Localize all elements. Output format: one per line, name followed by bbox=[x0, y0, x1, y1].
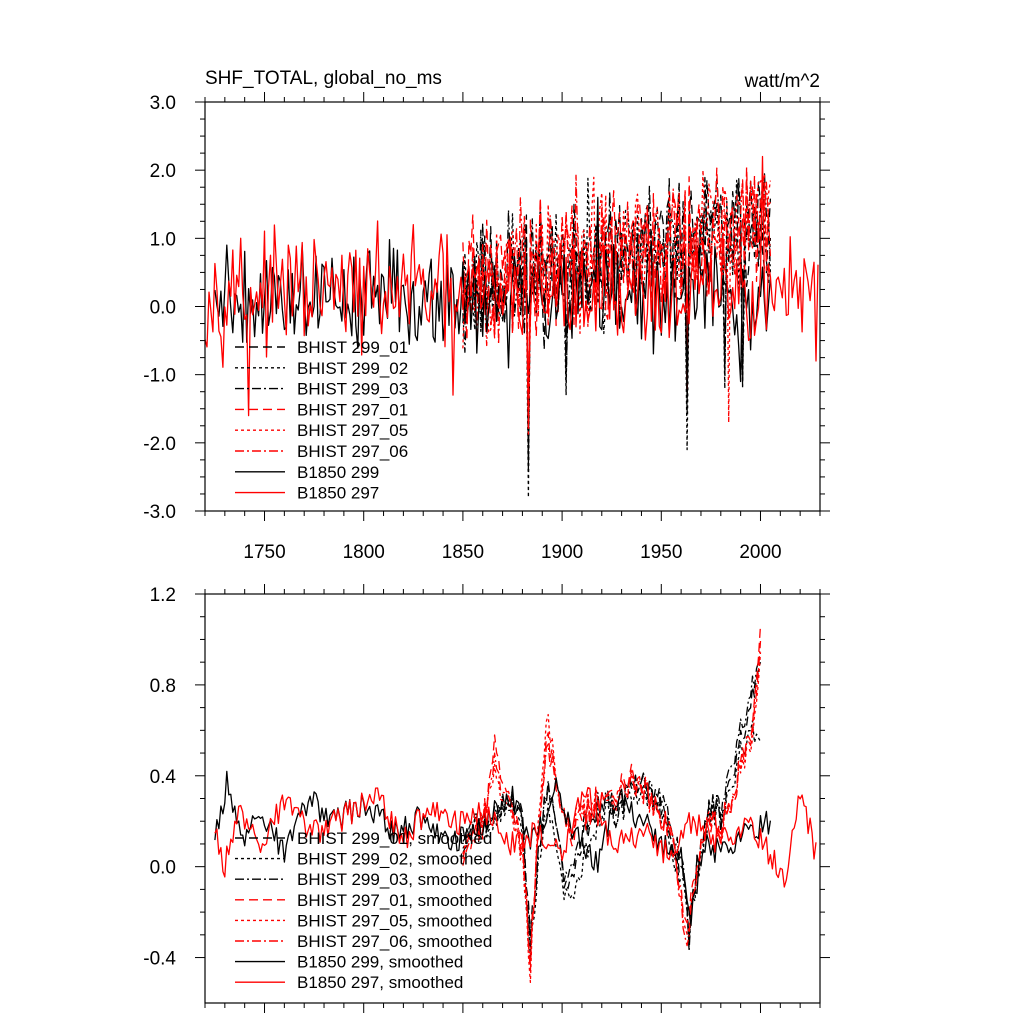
y-tick-label: 0.8 bbox=[150, 676, 176, 697]
legend-label: BHIST 299_03 bbox=[297, 380, 408, 399]
legend-label: BHIST 299_02, smoothed bbox=[297, 850, 492, 869]
legend-entry-bhist-297-01: BHIST 297_01 bbox=[235, 400, 408, 419]
legend-label: BHIST 299_03, smoothed bbox=[297, 870, 492, 889]
legend-label: B1850 299 bbox=[297, 463, 379, 482]
x-tick-label: 2000 bbox=[739, 542, 781, 563]
legend-entry-bhist-297-01-smoothed: BHIST 297_01, smoothed bbox=[235, 891, 492, 910]
legend-label: BHIST 299_01 bbox=[297, 338, 408, 357]
legend-label: B1850 297, smoothed bbox=[297, 973, 463, 992]
bottom-panel: -0.40.00.40.81.2 BHIST 299_01, smoothedB… bbox=[143, 584, 830, 1013]
legend-entry-bhist-299-02: BHIST 299_02 bbox=[235, 359, 408, 378]
top-axis-ticks: 1750 1800 1850 1900 1950 2000 -3.0 -2.0 -1.0 0.0 1… bbox=[143, 92, 830, 563]
series-line-bhist-297-06-smoothed bbox=[462, 640, 762, 965]
series-line-b1850-297 bbox=[205, 155, 819, 417]
x-tick-label: 1800 bbox=[343, 542, 385, 563]
bottom-series-lines bbox=[214, 625, 817, 984]
y-tick-label: 2.0 bbox=[150, 161, 176, 182]
legend-label: B1850 299, smoothed bbox=[297, 953, 463, 972]
legend-entry-bhist-297-05-smoothed: BHIST 297_05, smoothed bbox=[235, 911, 492, 930]
chart-units: watt/m^2 bbox=[744, 71, 820, 92]
y-tick-label: 0.0 bbox=[150, 858, 176, 879]
legend-entry-b1850-299-smoothed: B1850 299, smoothed bbox=[235, 953, 463, 972]
legend-entry-bhist-299-03-smoothed: BHIST 299_03, smoothed bbox=[235, 870, 492, 889]
legend-label: BHIST 297_06 bbox=[297, 442, 408, 461]
y-tick-label: -1.0 bbox=[143, 366, 176, 387]
y-tick-label: -0.4 bbox=[143, 949, 176, 970]
series-line-bhist-297-06 bbox=[462, 174, 772, 417]
y-tick-label: 0.0 bbox=[150, 298, 176, 319]
chart-title: SHF_TOTAL, global_no_ms bbox=[205, 68, 442, 89]
legend-label: BHIST 297_06, smoothed bbox=[297, 932, 492, 951]
legend-label: BHIST 297_01, smoothed bbox=[297, 891, 492, 910]
y-tick-label: -3.0 bbox=[143, 502, 176, 523]
legend-entry-bhist-299-01: BHIST 299_01 bbox=[235, 338, 408, 357]
legend-entry-bhist-297-06: BHIST 297_06 bbox=[235, 442, 408, 461]
legend-label: BHIST 297_01 bbox=[297, 400, 408, 419]
x-tick-label: 1750 bbox=[243, 542, 285, 563]
bottom-axis-ticks: -0.4 0.0 0.4 0.8 1.2 bbox=[143, 584, 830, 1013]
bottom-legend: BHIST 299_01, smoothed BHIST 299_02, smoo… bbox=[235, 829, 492, 992]
legend-entry-bhist-299-03: BHIST 299_03 bbox=[235, 380, 408, 399]
legend-entry-bhist-299-01-smoothed: BHIST 299_01, smoothed bbox=[235, 829, 492, 848]
y-tick-label: 3.0 bbox=[150, 93, 176, 114]
y-tick-label: 1.0 bbox=[150, 229, 176, 250]
series-line-bhist-299-02-smoothed bbox=[462, 719, 762, 959]
series-line-bhist-297-01-smoothed bbox=[462, 625, 762, 972]
legend-label: BHIST 297_05 bbox=[297, 421, 408, 440]
legend-entry-bhist-299-02-smoothed: BHIST 299_02, smoothed bbox=[235, 850, 492, 869]
y-tick-label: 1.2 bbox=[150, 585, 176, 606]
top-series-lines bbox=[205, 155, 819, 499]
series-line-b1850-297-smoothed bbox=[214, 786, 817, 888]
y-tick-label: -2.0 bbox=[143, 434, 176, 455]
legend-entry-b1850-297-smoothed: B1850 297, smoothed bbox=[235, 973, 463, 992]
legend-label: BHIST 299_01, smoothed bbox=[297, 829, 492, 848]
x-tick-label: 1950 bbox=[640, 542, 682, 563]
top-panel: SHF_TOTAL, global_no_ms watt/m^2 1750 180… bbox=[143, 68, 830, 563]
legend-label: BHIST 297_05, smoothed bbox=[297, 911, 492, 930]
legend-entry-b1850-299: B1850 299 bbox=[235, 463, 379, 482]
x-tick-label: 1850 bbox=[442, 542, 484, 563]
series-line-bhist-297-05-smoothed bbox=[462, 652, 762, 984]
x-tick-label: 1900 bbox=[541, 542, 583, 563]
legend-entry-bhist-297-06-smoothed: BHIST 297_06, smoothed bbox=[235, 932, 492, 951]
y-tick-label: 0.4 bbox=[150, 767, 177, 788]
series-line-b1850-299-smoothed bbox=[214, 770, 772, 927]
legend-entry-b1850-297: B1850 297 bbox=[235, 484, 379, 503]
legend-entry-bhist-297-05: BHIST 297_05 bbox=[235, 421, 408, 440]
legend-label: BHIST 299_02 bbox=[297, 359, 408, 378]
legend-label: B1850 297 bbox=[297, 484, 379, 503]
